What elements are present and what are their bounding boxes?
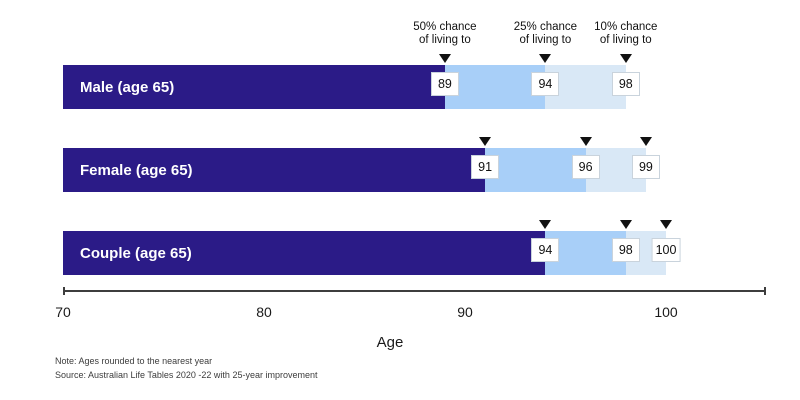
down-triangle-marker xyxy=(619,54,632,63)
annotation-25pct-chance: 25% chance of living to xyxy=(514,21,577,46)
x-axis-label: Age xyxy=(376,334,404,351)
annotation-line1: 25% chance xyxy=(513,21,578,33)
bar-category-label: Male (age 65) xyxy=(80,78,175,96)
down-triangle-marker xyxy=(639,137,652,146)
annotation-line2: of living to xyxy=(599,33,652,46)
bar-segment-50pct xyxy=(63,231,546,275)
down-triangle-marker xyxy=(539,54,552,63)
x-axis-line xyxy=(63,290,766,292)
annotation-line2: of living to xyxy=(519,33,572,46)
x-axis-tick-label: 70 xyxy=(55,304,71,320)
bar-segment-50pct xyxy=(63,148,486,192)
bar-segment-25pct xyxy=(444,65,546,109)
age-value-box: 89 xyxy=(430,72,459,96)
source-text: Source: Australian Life Tables 2020 -22 … xyxy=(55,370,318,380)
down-triangle-marker xyxy=(619,220,632,229)
bar-segment-25pct xyxy=(485,148,586,192)
down-triangle-marker xyxy=(438,54,451,63)
x-axis-tick-label: 90 xyxy=(457,304,473,320)
annotation-line1: 50% chance xyxy=(413,21,477,33)
age-value-box: 99 xyxy=(631,155,660,179)
annotation-line1: 10% chance xyxy=(594,21,658,33)
annotation-line2: of living to xyxy=(418,33,471,46)
down-triangle-marker xyxy=(539,220,552,229)
bar-category-label: Couple (age 65) xyxy=(80,244,192,262)
age-value-box: 98 xyxy=(611,72,640,96)
age-value-box: 91 xyxy=(471,155,500,179)
x-axis-tick-label: 80 xyxy=(256,304,272,320)
age-value-box: 94 xyxy=(531,238,560,262)
x-axis-tick-label: 100 xyxy=(654,304,678,320)
x-axis-right-cap xyxy=(764,287,766,295)
annotation-50pct-chance: 50% chance of living to xyxy=(413,21,476,46)
down-triangle-marker xyxy=(660,220,672,229)
age-value-box: 98 xyxy=(611,238,640,262)
annotation-10pct-chance: 10% chance of living to xyxy=(594,21,657,46)
note-text: Note: Ages rounded to the nearest year xyxy=(55,356,213,366)
age-value-box: 94 xyxy=(531,72,560,96)
bar-category-label: Female (age 65) xyxy=(80,161,193,179)
down-triangle-marker xyxy=(579,137,592,146)
age-value-box: 100 xyxy=(651,238,681,262)
x-axis-left-cap xyxy=(63,287,65,295)
down-triangle-marker xyxy=(479,137,492,146)
age-value-box: 96 xyxy=(571,155,600,179)
bar-segment-50pct xyxy=(63,65,445,109)
